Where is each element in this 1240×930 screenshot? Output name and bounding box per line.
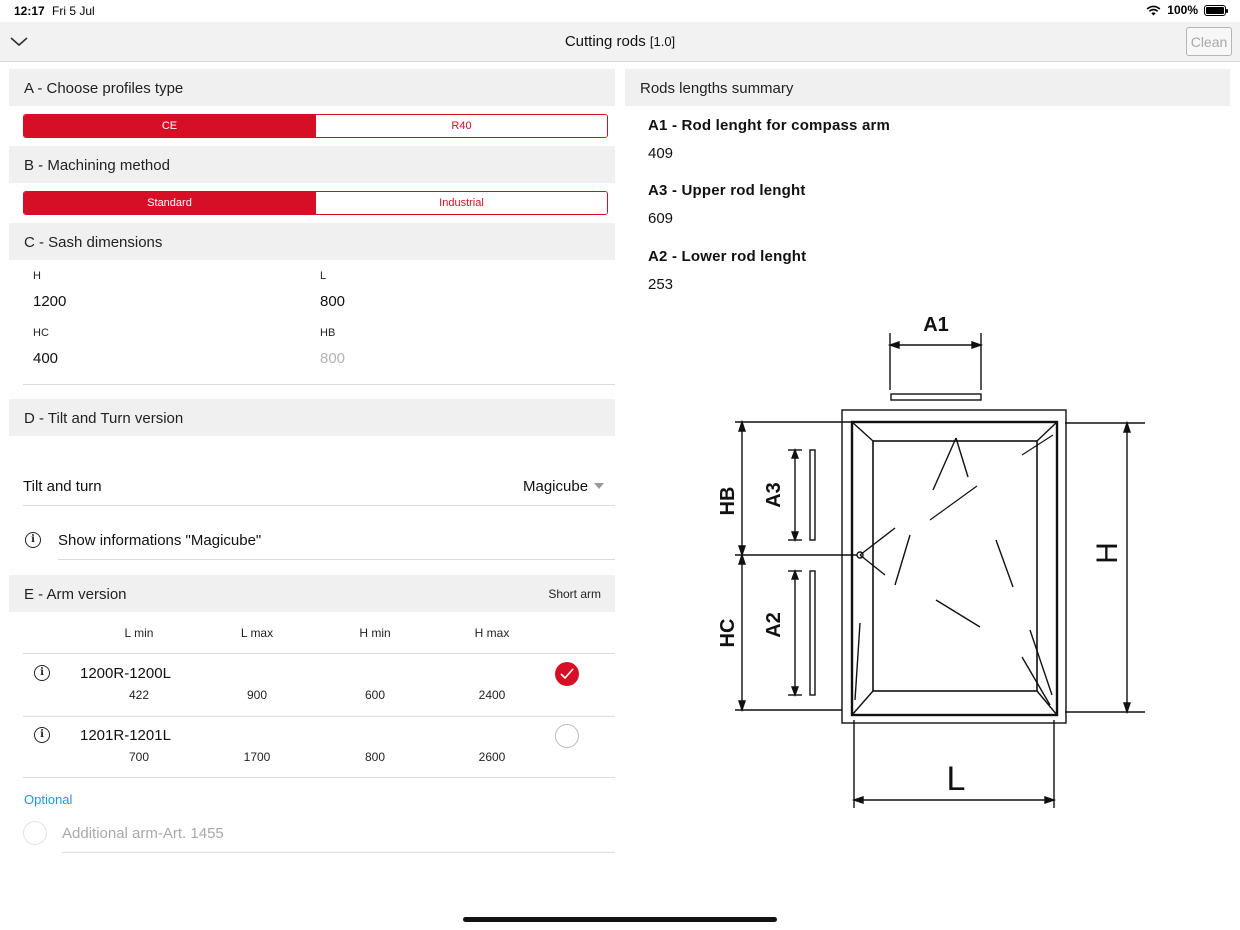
additional-arm-radio[interactable] — [23, 821, 47, 845]
arm-type-label: Short arm — [548, 587, 601, 601]
field-hb-label: HB — [320, 327, 336, 339]
arm-radio-unselected[interactable] — [555, 724, 579, 748]
show-info-magicube-link[interactable]: Show informations "Magicube" — [58, 532, 262, 549]
optional-label: Optional — [24, 792, 73, 807]
table-cell: 422 — [128, 688, 150, 702]
label-h: H — [1091, 542, 1124, 564]
col-header-hmax: H max — [474, 626, 510, 640]
col-header-lmax: L max — [240, 626, 274, 640]
col-header-lmin: L min — [124, 626, 154, 640]
checkmark-icon — [560, 668, 574, 680]
info-icon[interactable]: i — [34, 665, 50, 681]
divider — [23, 716, 615, 717]
field-hc-label: HC — [33, 327, 49, 339]
status-right: 100% — [1146, 3, 1228, 17]
home-indicator[interactable] — [463, 917, 777, 922]
caret-down-icon — [594, 483, 604, 489]
table-cell: 900 — [246, 688, 268, 702]
summary-a3-title: A3 - Upper rod lenght — [648, 182, 806, 199]
arm-article-2: 1201R-1201L — [80, 727, 171, 744]
battery-percent: 100% — [1167, 3, 1198, 17]
table-cell: 2600 — [478, 750, 506, 764]
field-h-label: H — [33, 270, 41, 282]
tilt-turn-value: Magicube — [523, 478, 589, 495]
status-time: 12:17 — [14, 4, 45, 18]
chevron-down-icon[interactable] — [8, 30, 30, 52]
summary-header: Rods lengths summary — [625, 69, 1230, 106]
table-cell: 700 — [128, 750, 150, 764]
section-a-header: A - Choose profiles type — [9, 69, 615, 106]
field-hc-input[interactable]: 400 — [33, 350, 59, 367]
nav-bar: Cutting rods [1.0] Clean — [0, 22, 1240, 62]
field-l-label: L — [320, 270, 327, 282]
col-header-hmin: H min — [359, 626, 391, 640]
section-b-header: B - Machining method — [9, 146, 615, 183]
tilt-turn-label: Tilt and turn — [23, 478, 102, 495]
profiles-type-segment: CE R40 — [23, 114, 608, 138]
profile-option-r40[interactable]: R40 — [315, 115, 607, 137]
summary-a1-title: A1 - Rod lenght for compass arm — [648, 117, 891, 134]
machining-option-standard[interactable]: Standard — [24, 192, 315, 214]
section-e-header: E - Arm version — [9, 575, 615, 612]
summary-a2-title: A2 - Lower rod lenght — [648, 248, 807, 265]
summary-a3-value: 609 — [648, 210, 674, 227]
clean-button[interactable]: Clean — [1186, 27, 1232, 56]
label-l: L — [947, 760, 966, 798]
field-h-input[interactable]: 1200 — [33, 293, 67, 310]
summary-a2-value: 253 — [648, 276, 674, 293]
divider — [62, 852, 615, 853]
divider — [23, 384, 615, 385]
info-icon[interactable]: i — [25, 532, 41, 548]
battery-icon — [1204, 4, 1228, 16]
table-cell: 800 — [364, 750, 386, 764]
machining-option-industrial[interactable]: Industrial — [315, 192, 607, 214]
table-cell: 600 — [364, 688, 386, 702]
label-a3: A3 — [763, 482, 785, 508]
section-c-header: C - Sash dimensions — [9, 223, 615, 260]
table-cell: 2400 — [478, 688, 506, 702]
machining-method-segment: Standard Industrial — [23, 191, 608, 215]
section-d-header: D - Tilt and Turn version — [9, 399, 615, 436]
divider — [58, 559, 615, 560]
page-title-text: Cutting rods — [564, 33, 646, 50]
additional-arm-label: Additional arm-Art. 1455 — [62, 825, 224, 842]
page-title: Cutting rods [1.0] — [0, 33, 1240, 50]
summary-a1-value: 409 — [648, 145, 674, 162]
status-bar: 12:17 Fri 5 Jul 100% — [0, 0, 1240, 22]
table-cell: 1700 — [243, 750, 271, 764]
window-diagram: A1 A3 A2 HB HC H L — [717, 314, 1145, 808]
profile-option-ce[interactable]: CE — [24, 115, 315, 137]
field-l-input[interactable]: 800 — [320, 293, 346, 310]
arm-radio-selected[interactable] — [555, 662, 579, 686]
label-a2: A2 — [763, 612, 785, 638]
divider — [23, 505, 615, 506]
status-date: Fri 5 Jul — [52, 4, 95, 18]
tilt-turn-select[interactable]: Magicube — [500, 476, 610, 498]
label-hb: HB — [717, 487, 739, 516]
field-hb-input[interactable]: 800 — [320, 350, 346, 367]
divider — [23, 653, 615, 654]
arm-article-1: 1200R-1200L — [80, 665, 171, 682]
label-a1: A1 — [923, 314, 949, 336]
label-hc: HC — [717, 619, 739, 648]
wifi-icon — [1146, 5, 1161, 15]
page-version: [1.0] — [649, 34, 676, 49]
info-icon[interactable]: i — [34, 727, 50, 743]
divider — [23, 777, 615, 778]
